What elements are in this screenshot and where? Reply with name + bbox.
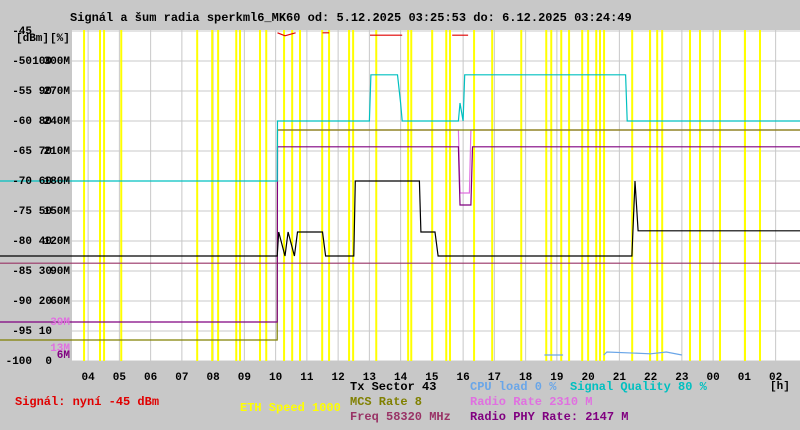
y3-tick-label: 270M — [44, 86, 71, 98]
y-tick-label: -60 — [12, 116, 32, 128]
x-tick-label: 05 — [113, 372, 127, 384]
y3-tick-label: 240M — [44, 116, 71, 128]
x-tick-label: 20 — [582, 372, 595, 384]
y-tick-label: -75 — [12, 206, 32, 218]
legend-entry: Radio Rate 2310 M — [470, 395, 592, 409]
y2-tick-label: 80 — [39, 116, 52, 128]
series-line — [277, 32, 469, 37]
x-tick-label: 16 — [457, 372, 470, 384]
y-tick-label: -50 — [12, 56, 32, 68]
y3-tick-label: 90M — [50, 266, 70, 278]
x-tick-label: 02 — [769, 372, 782, 384]
y-tick-label: -95 — [12, 326, 32, 338]
y-tick-label: -100 — [6, 356, 32, 368]
x-tick-label: 22 — [644, 372, 657, 384]
y3-tick-label: 150M — [44, 206, 71, 218]
y3-tick-label: 120M — [44, 236, 71, 248]
series-line — [0, 74, 800, 182]
rate-mark-label: 13M — [50, 343, 70, 355]
series-line — [0, 180, 800, 257]
y-tick-label: -55 — [12, 86, 32, 98]
rate-mark-label: 6M — [57, 350, 71, 362]
y2-tick-label: 20 — [39, 296, 52, 308]
y-tick-label: -45 — [12, 26, 32, 38]
x-tick-label: 06 — [144, 372, 157, 384]
y2-tick-label: 90 — [39, 86, 52, 98]
series-line — [0, 146, 800, 323]
x-tick-label: 00 — [707, 372, 720, 384]
x-tick-label: 17 — [488, 372, 501, 384]
y3-tick-label: 180M — [44, 176, 71, 188]
chart-title: Signál a šum radia sperkml6_MK60 od: 5.1… — [70, 11, 632, 25]
x-tick-label: 23 — [675, 372, 689, 384]
legend-entry: Freq 58320 MHz — [350, 410, 451, 424]
y-tick-label: -90 — [12, 296, 32, 308]
rate-mark-label: 39M — [50, 317, 70, 329]
grid — [72, 30, 800, 362]
y2-tick-label: 60 — [39, 176, 52, 188]
x-tick-label: 07 — [175, 372, 188, 384]
y2-tick-label: 10 — [39, 326, 52, 338]
x-tick-label: 18 — [519, 372, 533, 384]
y2-tick-label: 40 — [39, 236, 52, 248]
y2-tick-label: 0 — [45, 356, 52, 368]
x-tick-label: 19 — [550, 372, 563, 384]
y-tick-label: -65 — [12, 146, 32, 158]
legend-entry: MCS Rate 8 — [350, 395, 422, 409]
y2-tick-label: 70 — [39, 146, 52, 158]
y-tick-label: -85 — [12, 266, 32, 278]
labels: -45-50-55-60-65-70-75-80-85-90-95-100100… — [6, 26, 783, 424]
plot-area — [72, 30, 800, 361]
x-tick-label: 12 — [332, 372, 345, 384]
lines — [0, 32, 800, 356]
x-unit-label: [h] — [770, 381, 790, 393]
y-unit-label: [dBm] — [16, 33, 49, 45]
legend-entry: Tx Sector 43 — [350, 380, 436, 394]
legend-entry: Radio PHY Rate: 2147 M — [470, 410, 628, 424]
legend-entry: CPU load 0 % — [470, 380, 557, 394]
x-tick-label: 09 — [238, 372, 251, 384]
x-tick-label: 10 — [269, 372, 282, 384]
y2-tick-label: 100 — [32, 56, 52, 68]
y3-tick-label: 60M — [50, 296, 70, 308]
y-tick-label: -80 — [12, 236, 32, 248]
x-tick-label: 01 — [738, 372, 752, 384]
x-tick-label: 21 — [613, 372, 627, 384]
y2-tick-label: 50 — [39, 206, 52, 218]
legend-entry: ETH Speed 1000 — [240, 401, 341, 415]
y3-tick-label: 300M — [44, 56, 71, 68]
y3-tick-label: 210M — [44, 146, 71, 158]
y-tick-label: -70 — [12, 176, 32, 188]
x-tick-label: 08 — [207, 372, 221, 384]
legend-entry: Signal Quality 80 % — [570, 380, 708, 394]
x-tick-label: 04 — [82, 372, 96, 384]
x-tick-label: 14 — [394, 372, 408, 384]
x-tick-label: 11 — [300, 372, 314, 384]
legend-entry: Signál: nyní -45 dBm — [15, 395, 159, 409]
y2-tick-label: 30 — [39, 266, 52, 278]
x-tick-label: 13 — [363, 372, 377, 384]
series-line — [544, 351, 683, 356]
y2-unit-label: [%] — [50, 33, 70, 45]
x-tick-label: 15 — [425, 372, 439, 384]
